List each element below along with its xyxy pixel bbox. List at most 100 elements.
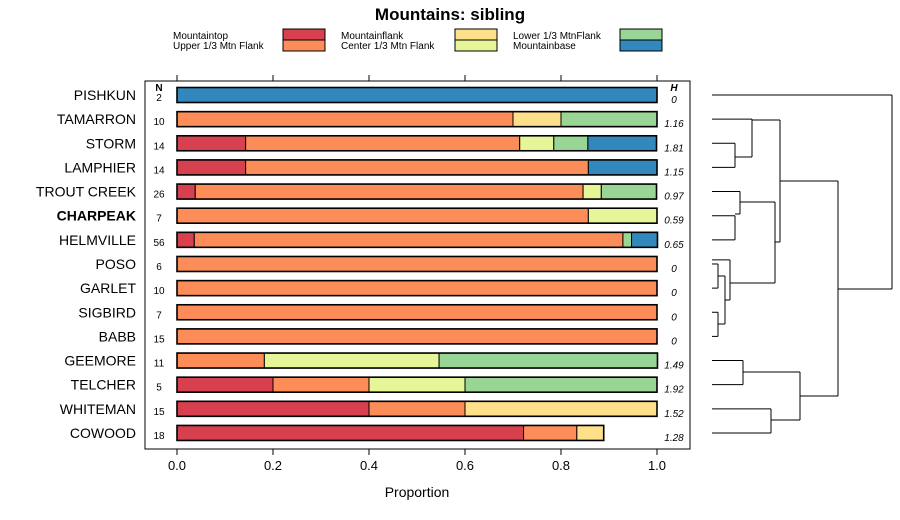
category-label: WHITEMAN	[60, 401, 136, 417]
h-value: 1.16	[664, 119, 684, 130]
bar-segment	[176, 328, 658, 345]
bar-segment	[176, 159, 247, 176]
bar-segment	[512, 111, 562, 128]
bar-segment	[176, 424, 525, 441]
bar-segment	[553, 135, 589, 152]
bar-outline	[176, 255, 658, 273]
category-label: HELMVILLE	[59, 232, 136, 248]
bar-segment	[194, 183, 584, 200]
h-value: 0	[671, 95, 677, 106]
bar-segment	[368, 400, 466, 417]
bar-segment	[560, 111, 658, 128]
legend-label-lower: Lower 1/3 MtnFlank	[513, 31, 602, 42]
h-value: 1.28	[664, 433, 684, 444]
legend-label-base: Mountainbase	[513, 41, 576, 52]
n-value: 7	[156, 214, 162, 225]
bar-segment	[600, 183, 658, 200]
category-label: TROUT CREEK	[36, 184, 137, 200]
legend-label-mountaintop: Mountaintop	[173, 31, 228, 42]
bar-segment	[193, 231, 624, 248]
chart-title: Mountains: sibling	[375, 5, 525, 24]
legend-swatch-mountaintop	[282, 28, 326, 41]
h-value: 1.49	[664, 361, 684, 372]
bar-segment	[587, 159, 658, 176]
category-label: STORM	[86, 135, 136, 151]
bar-segment	[176, 87, 658, 103]
category-label: SIGBIRD	[78, 304, 136, 320]
h-value: 0	[671, 336, 677, 347]
bar-segment	[464, 376, 658, 393]
bars	[176, 86, 659, 442]
bar-segment	[176, 111, 514, 128]
h-value: 0.97	[664, 192, 684, 203]
bar-outline	[176, 328, 658, 345]
bar-segment	[587, 207, 658, 224]
category-label: BABB	[99, 328, 136, 344]
x-axis-title: Proportion	[385, 484, 450, 500]
bar-segment	[176, 400, 370, 417]
bar-outline	[176, 303, 658, 321]
bar-outline	[176, 183, 658, 200]
category-label: GARLET	[80, 280, 136, 296]
bar-outline	[176, 376, 658, 393]
dendrogram	[712, 94, 893, 434]
legend-label-center: Center 1/3 Mtn Flank	[341, 41, 435, 52]
h-value: 1.92	[664, 385, 684, 396]
category-label: CHARPEAK	[57, 208, 136, 224]
bar-outline	[176, 400, 658, 418]
bar-segment	[176, 183, 196, 200]
bar-outline	[176, 424, 605, 442]
h-value: 0	[671, 264, 677, 275]
n-value: 7	[156, 310, 162, 321]
legend-label-upper: Upper 1/3 Mtn Flank	[173, 41, 265, 52]
h-header: H	[670, 83, 678, 94]
n-value: 15	[153, 407, 165, 418]
bar-outline	[176, 231, 659, 249]
legend-swatch-center	[454, 39, 498, 52]
category-label: LAMPHIER	[64, 159, 136, 175]
x-tick-label: 0.6	[456, 458, 474, 473]
bar-segment	[622, 231, 633, 248]
x-tick-label: 0.4	[360, 458, 378, 473]
n-value: 15	[153, 334, 165, 345]
bar-segment	[176, 207, 589, 224]
bar-segment	[176, 376, 274, 393]
x-tick-label: 0.2	[264, 458, 282, 473]
bar-segment	[176, 280, 658, 297]
n-header: N	[155, 83, 162, 94]
bar-outline	[176, 159, 658, 176]
legend-swatch-flank	[454, 28, 498, 41]
n-value: 2	[156, 93, 162, 104]
bar-segment	[523, 424, 578, 441]
h-value: 1.15	[664, 167, 684, 178]
n-value: 14	[153, 141, 165, 152]
h-value: 0	[671, 312, 677, 323]
bar-outline	[176, 134, 658, 152]
bar-segment	[263, 352, 440, 369]
bar-segment	[272, 376, 370, 393]
x-tick-label: 1.0	[648, 458, 666, 473]
legend-label-flank: Mountainflank	[341, 31, 404, 42]
bar-segment	[519, 135, 555, 152]
bar-outline	[176, 110, 658, 128]
category-label: TAMARRON	[57, 111, 136, 127]
bar-outline	[176, 86, 658, 104]
h-value: 1.81	[664, 143, 683, 154]
x-tick-label: 0.0	[168, 458, 186, 473]
n-value: 26	[153, 190, 165, 201]
category-label: PISHKUN	[74, 87, 136, 103]
plot-frame	[144, 80, 691, 450]
category-labels: N H PISHKUN 2 0 TAMARRON 10 1.16 STORM 14 1.81 LAMP…	[36, 83, 684, 444]
bar-segment	[245, 159, 589, 176]
category-label: GEEMORE	[64, 353, 136, 369]
bar-segment	[587, 135, 658, 152]
bar-outline	[176, 352, 659, 369]
x-axis: 0.0 0.2 0.4 0.6 0.8 1.0	[168, 75, 666, 473]
h-value: 0	[671, 288, 677, 299]
n-value: 5	[156, 383, 162, 394]
h-value: 0.59	[664, 216, 684, 227]
legend-swatch-upper	[282, 39, 326, 52]
bar-segment	[176, 352, 265, 369]
